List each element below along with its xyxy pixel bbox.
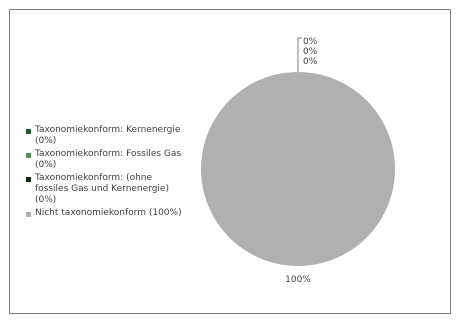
legend-label-fossiles-gas: Taxonomiekonform: Fossiles Gas (0%) <box>35 149 182 170</box>
pie-slice-nicht-taxonomiekonform <box>201 72 395 266</box>
legend-item-kernenergie: Taxonomiekonform: Kernenergie (0%) <box>26 125 186 147</box>
legend-item-nicht-taxonomiekonform: Nicht taxonomiekonform (100%) <box>26 208 186 219</box>
legend-item-fossiles-gas: Taxonomiekonform: Fossiles Gas (0%) <box>26 149 186 171</box>
data-label-fossiles-gas: 0% <box>303 47 318 57</box>
data-labels: 0%0%0%100% <box>285 37 318 285</box>
legend-swatch-ohne-fossiles-gas <box>26 177 31 182</box>
leader-lines <box>297 37 302 72</box>
data-label-nicht-taxonomiekonform: 100% <box>285 275 311 285</box>
legend-label-ohne-fossiles-gas: Taxonomiekonform: (ohne fossiles Gas und… <box>35 173 169 205</box>
legend-swatch-fossiles-gas <box>26 153 31 158</box>
legend-swatch-nicht-taxonomiekonform <box>26 212 31 217</box>
legend-label-kernenergie: Taxonomiekonform: Kernenergie (0%) <box>35 125 181 146</box>
data-label-kernenergie: 0% <box>303 37 318 47</box>
legend: Taxonomiekonform: Kernenergie (0%) Taxon… <box>26 125 186 221</box>
pie-slices <box>201 72 395 266</box>
legend-label-nicht-taxonomiekonform: Nicht taxonomiekonform (100%) <box>35 208 182 218</box>
data-label-ohne-fossiles-gas: 0% <box>303 57 318 67</box>
legend-swatch-kernenergie <box>26 129 31 134</box>
legend-item-ohne-fossiles-gas: Taxonomiekonform: (ohne fossiles Gas und… <box>26 173 186 206</box>
